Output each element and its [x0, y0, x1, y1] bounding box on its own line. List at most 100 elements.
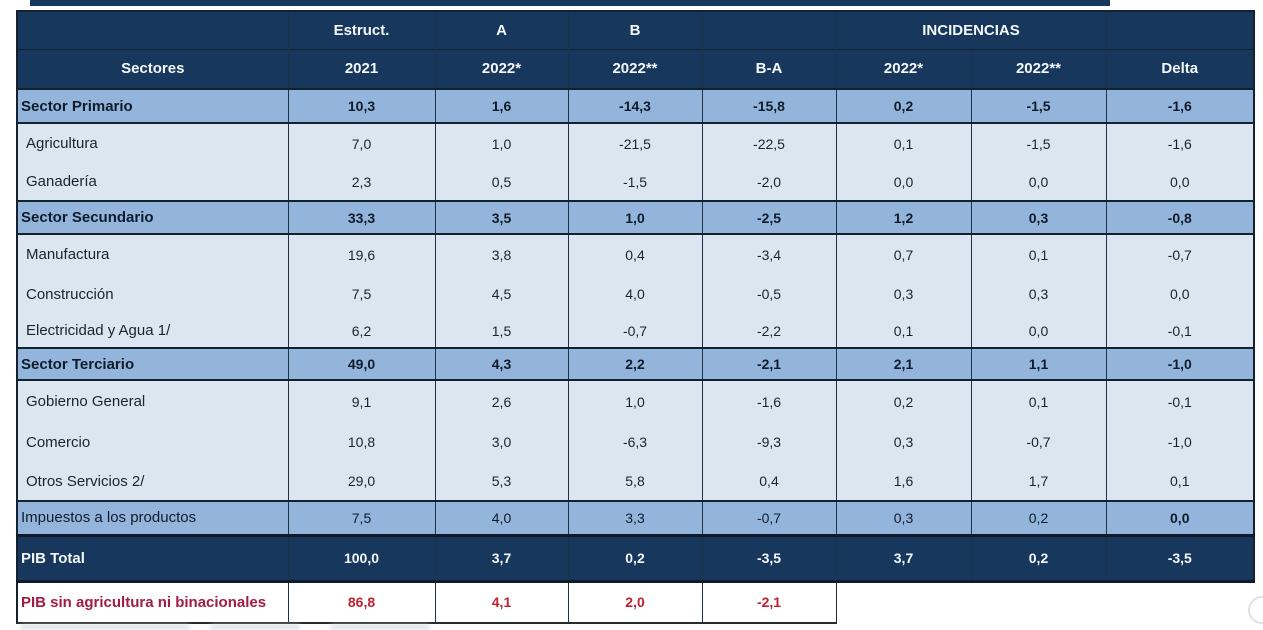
- cell: 5,3: [434, 462, 568, 501]
- cell: 0,1: [970, 380, 1106, 422]
- cell: -2,1: [701, 347, 836, 381]
- cell: 3,7: [835, 533, 971, 583]
- cell: 10,3: [287, 88, 435, 124]
- table-row-comercio: Comercio 10,8 3,0 -6,3 -9,3 0,3 -0,7 -1,…: [16, 422, 1255, 462]
- row-label: PIB sin agricultura ni binacionales: [16, 581, 288, 624]
- row-label: Gobierno General: [16, 380, 288, 422]
- header-b: B: [567, 10, 702, 49]
- row-label: Impuestos a los productos: [16, 500, 288, 536]
- cropped-footnote-artifact: [330, 624, 430, 630]
- cell: 1,0: [567, 200, 702, 235]
- col-header-delta: Delta: [1105, 48, 1255, 90]
- table-row-pib-total: PIB Total 100,0 3,7 0,2 -3,5 3,7 0,2 -3,…: [16, 533, 1255, 583]
- empty-cell: [971, 581, 1106, 623]
- cell: -1,5: [970, 88, 1106, 124]
- cell: -2,5: [701, 200, 836, 235]
- cell: 0,7: [835, 234, 971, 274]
- cell: 0,0: [970, 163, 1106, 201]
- cell: 86,8: [287, 581, 435, 624]
- cell: 3,0: [434, 422, 568, 462]
- col-header-inc-2022a: 2022*: [835, 48, 971, 90]
- cell: 2,1: [835, 347, 971, 381]
- cropped-top-bar: [30, 0, 1110, 6]
- cell: 3,8: [434, 234, 568, 274]
- row-label: Comercio: [16, 422, 288, 462]
- col-header-2021: 2021: [287, 48, 435, 90]
- cell: -3,4: [701, 234, 836, 274]
- table-row-agricultura: Agricultura 7,0 1,0 -21,5 -22,5 0,1 -1,5…: [16, 123, 1255, 163]
- cell: 2,6: [434, 380, 568, 422]
- cell: 0,5: [434, 163, 568, 201]
- cell: 0,1: [835, 314, 971, 348]
- cell: -22,5: [701, 123, 836, 163]
- cell: 19,6: [287, 234, 435, 274]
- row-label: Ganadería: [16, 163, 288, 201]
- cell: 49,0: [287, 347, 435, 381]
- cell: 2,0: [567, 581, 702, 624]
- cell: -15,8: [701, 88, 836, 124]
- table-row-pib-sin-agricultura: PIB sin agricultura ni binacionales 86,8…: [16, 581, 1254, 624]
- header-estruct: Estruct.: [287, 10, 435, 49]
- cell: -0,1: [1105, 314, 1255, 348]
- cell: 1,5: [434, 314, 568, 348]
- row-label: Manufactura: [16, 234, 288, 274]
- row-label: PIB Total: [16, 533, 288, 583]
- cell: -2,2: [701, 314, 836, 348]
- cell: 1,1: [970, 347, 1106, 381]
- col-header-sectores: Sectores: [16, 48, 288, 90]
- cell: -0,7: [970, 422, 1106, 462]
- cell: -9,3: [701, 422, 836, 462]
- cell: -1,6: [701, 380, 836, 422]
- cell: 3,5: [434, 200, 568, 235]
- cell: 0,2: [835, 380, 971, 422]
- gdp-sectors-table: Estruct. A B INCIDENCIAS Sectores 2021 2…: [16, 10, 1255, 624]
- cell: 0,0: [1105, 500, 1255, 536]
- cell: 100,0: [287, 533, 435, 583]
- table-row-construccion: Construcción 7,5 4,5 4,0 -0,5 0,3 0,3 0,…: [16, 274, 1255, 314]
- table-row-manufactura: Manufactura 19,6 3,8 0,4 -3,4 0,7 0,1 -0…: [16, 234, 1255, 274]
- cell: 0,1: [1105, 462, 1255, 501]
- cell: 2,3: [287, 163, 435, 201]
- cell: -3,5: [1105, 533, 1255, 583]
- table-row-sector-primario: Sector Primario 10,3 1,6 -14,3 -15,8 0,2…: [16, 88, 1255, 124]
- cell: 0,3: [835, 274, 971, 314]
- cell: 1,6: [434, 88, 568, 124]
- cell: -3,5: [701, 533, 836, 583]
- cell: 0,4: [567, 234, 702, 274]
- table-row-otros-servicios: Otros Servicios 2/ 29,0 5,3 5,8 0,4 1,6 …: [16, 462, 1255, 501]
- cell: 5,8: [567, 462, 702, 501]
- cell: 0,3: [835, 500, 971, 536]
- cell: 0,0: [835, 163, 971, 201]
- cell: 0,3: [970, 200, 1106, 235]
- cell: 4,5: [434, 274, 568, 314]
- cell: 0,2: [835, 88, 971, 124]
- cell: 7,5: [287, 274, 435, 314]
- cell: 0,0: [1105, 163, 1255, 201]
- cell: 4,3: [434, 347, 568, 381]
- cell: -1,6: [1105, 123, 1255, 163]
- cell: 4,1: [434, 581, 568, 624]
- cell: -1,0: [1105, 347, 1255, 381]
- table-row-sector-secundario: Sector Secundario 33,3 3,5 1,0 -2,5 1,2 …: [16, 200, 1255, 235]
- cell: -0,5: [701, 274, 836, 314]
- cell: 1,2: [835, 200, 971, 235]
- table-row-gobierno-general: Gobierno General 9,1 2,6 1,0 -1,6 0,2 0,…: [16, 380, 1255, 422]
- cell: 1,0: [567, 380, 702, 422]
- cell: -2,0: [701, 163, 836, 201]
- empty-cell: [836, 581, 971, 623]
- row-label: Construcción: [16, 274, 288, 314]
- cell: 0,3: [970, 274, 1106, 314]
- cell: 0,1: [835, 123, 971, 163]
- row-label: Sector Terciario: [16, 347, 288, 381]
- cell: 3,7: [434, 533, 568, 583]
- cell: 3,3: [567, 500, 702, 536]
- cell: 0,2: [970, 500, 1106, 536]
- cell: 1,6: [835, 462, 971, 501]
- row-label: Electricidad y Agua 1/: [16, 314, 288, 348]
- cell: 29,0: [287, 462, 435, 501]
- cell: -6,3: [567, 422, 702, 462]
- cell: -1,6: [1105, 88, 1255, 124]
- cell: -1,0: [1105, 422, 1255, 462]
- header-incidencias: INCIDENCIAS: [835, 10, 1106, 49]
- cell: 33,3: [287, 200, 435, 235]
